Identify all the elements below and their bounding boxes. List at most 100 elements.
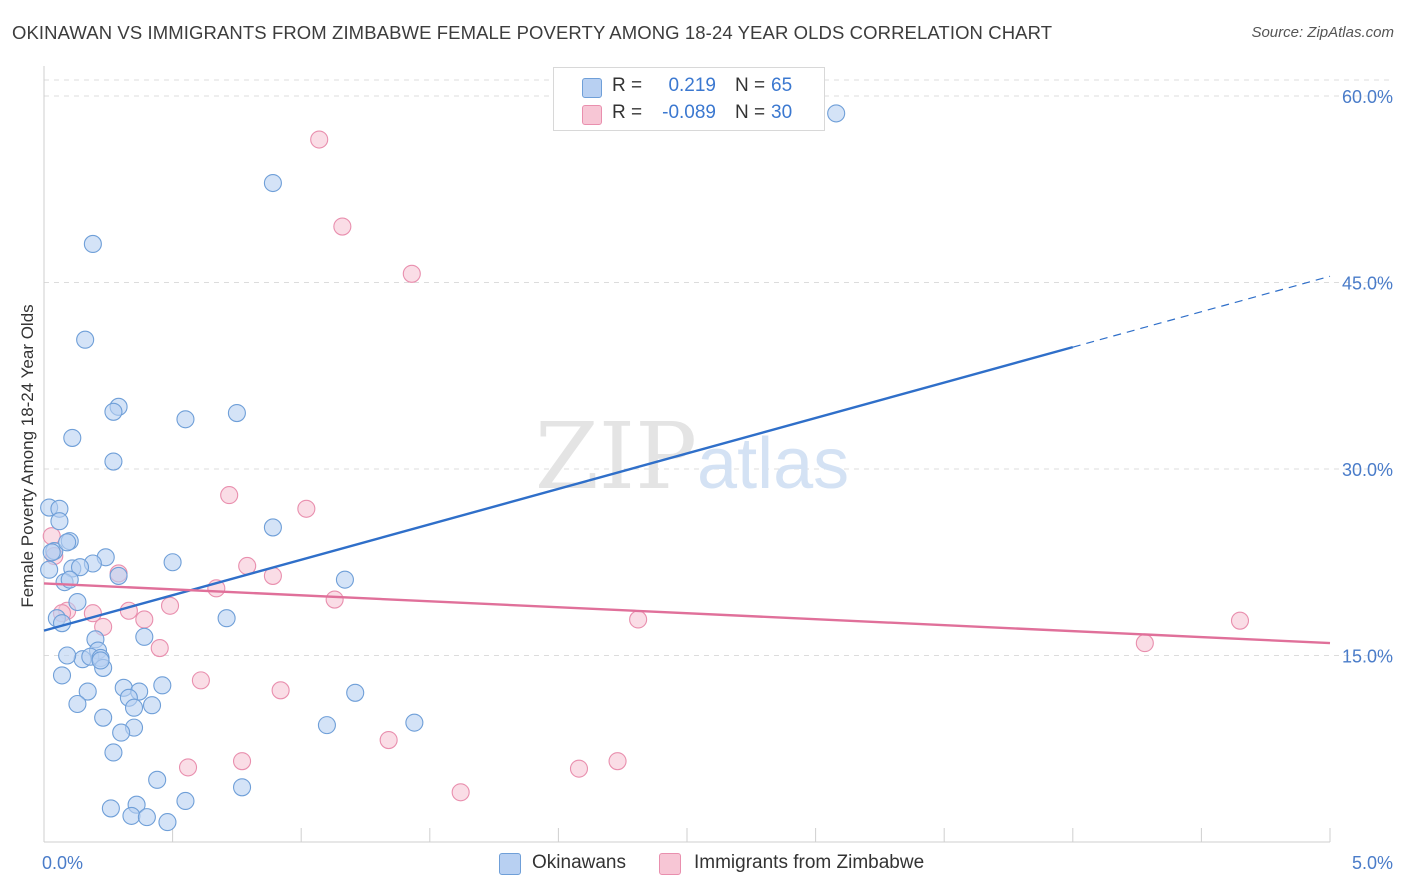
point-okinawan	[76, 330, 95, 349]
legend-r-label: R =	[612, 75, 643, 96]
point-okinawan	[78, 682, 97, 701]
y-tick-label: 30.0%	[1342, 460, 1393, 480]
legend-label: Immigrants from Zimbabwe	[694, 852, 925, 873]
point-zimbabwe	[569, 759, 589, 778]
x-tick-label: 0.0%	[42, 853, 83, 873]
source-credit: Source: ZipAtlas.com	[1251, 24, 1394, 41]
point-zimbabwe	[325, 590, 344, 609]
point-okinawan	[124, 698, 144, 717]
point-zimbabwe	[402, 264, 421, 283]
y-tick-label: 60.0%	[1342, 87, 1393, 107]
point-okinawan	[263, 173, 282, 193]
point-zimbabwe	[191, 671, 210, 690]
legend-row-zimbabwe: R = -0.089 N = 30	[554, 102, 824, 126]
point-okinawan	[68, 694, 87, 714]
point-okinawan	[232, 778, 252, 797]
point-okinawan	[58, 646, 77, 665]
tick-layer: 15.0% 30.0% 45.0% 60.0% 0.0% 5.0%	[42, 87, 1393, 873]
point-zimbabwe	[271, 681, 290, 700]
point-okinawan	[63, 428, 82, 447]
point-zimbabwe	[451, 783, 470, 802]
point-okinawan	[405, 713, 424, 732]
legend-swatch-pink	[582, 105, 602, 125]
point-okinawan	[317, 716, 336, 735]
point-okinawan	[68, 592, 87, 612]
grid-layer	[43, 66, 1392, 843]
legend-n-value: 30	[771, 102, 793, 123]
point-okinawan	[176, 791, 195, 811]
point-zimbabwe	[135, 610, 154, 629]
point-zimbabwe	[310, 130, 329, 149]
point-okinawan	[137, 808, 156, 827]
point-okinawan	[94, 708, 113, 727]
legend-r-label: R =	[612, 102, 643, 123]
point-okinawan	[827, 104, 846, 123]
point-zimbabwe	[160, 596, 180, 615]
point-okinawan	[104, 743, 123, 762]
legend-n-value: 65	[771, 75, 793, 96]
point-okinawan	[335, 570, 354, 589]
point-zimbabwe	[232, 752, 252, 771]
legend-r-value: 0.219	[668, 75, 716, 96]
legend-swatch-blue	[582, 78, 602, 98]
point-okinawan	[101, 799, 120, 818]
legend-swatch-blue	[499, 853, 521, 875]
legend-swatch-pink	[659, 853, 681, 875]
point-okinawan	[104, 402, 123, 421]
point-zimbabwe	[629, 610, 648, 629]
point-okinawan	[227, 403, 246, 423]
point-okinawan	[50, 512, 69, 531]
point-okinawan	[163, 553, 182, 572]
point-zimbabwe	[42, 527, 61, 546]
point-zimbabwe	[608, 752, 627, 771]
watermark-atlas: atlas	[697, 424, 849, 504]
point-okinawan	[217, 609, 236, 628]
point-zimbabwe	[1135, 634, 1154, 653]
legend-r-value: -0.089	[662, 102, 716, 123]
point-okinawan	[58, 533, 77, 552]
point-okinawan	[263, 518, 282, 537]
point-zimbabwe	[1230, 611, 1250, 630]
point-zimbabwe	[379, 730, 398, 750]
point-okinawan	[135, 627, 154, 646]
x-tick-label: 5.0%	[1352, 853, 1393, 873]
y-tick-label: 45.0%	[1342, 274, 1393, 294]
point-okinawan	[112, 723, 131, 742]
point-okinawan	[104, 452, 123, 471]
points-okinawans	[40, 104, 846, 832]
point-okinawan	[109, 566, 128, 585]
point-zimbabwe	[220, 486, 239, 505]
point-okinawan	[83, 234, 102, 254]
y-tick-label: 15.0%	[1342, 647, 1393, 667]
point-okinawan	[158, 813, 177, 832]
trendline-extension	[1072, 275, 1331, 348]
point-okinawan	[40, 560, 59, 579]
point-okinawan	[52, 666, 72, 685]
legend-row-okinawans: R = 0.219 N = 65	[554, 75, 824, 99]
point-okinawan	[142, 696, 162, 715]
point-okinawan	[176, 410, 195, 429]
point-okinawan	[91, 651, 110, 670]
watermark-zip: ZIP	[535, 403, 697, 510]
point-okinawan	[70, 558, 90, 577]
point-okinawan	[148, 770, 167, 789]
point-okinawan	[122, 806, 141, 825]
legend-n-label: N =	[735, 75, 766, 96]
point-okinawan	[153, 676, 172, 695]
chart-title: OKINAWAN VS IMMIGRANTS FROM ZIMBABWE FEM…	[12, 22, 1053, 43]
series-legend: Okinawans Immigrants from Zimbabwe	[0, 852, 1406, 876]
y-axis-label: Female Poverty Among 18-24 Year Olds	[18, 304, 37, 608]
legend-label: Okinawans	[532, 852, 626, 873]
legend-n-label: N =	[735, 102, 766, 123]
trendline-zimbabwe	[43, 582, 1331, 645]
correlation-legend: R = 0.219 N = 65 R = -0.089 N = 30	[553, 67, 825, 131]
point-okinawan	[346, 683, 365, 702]
point-zimbabwe	[297, 499, 316, 518]
point-zimbabwe	[178, 758, 198, 777]
trend-layer	[43, 275, 1331, 645]
point-okinawan	[42, 543, 61, 562]
point-zimbabwe	[150, 638, 169, 658]
trendline-okinawans	[43, 345, 1074, 632]
watermark: ZIPatlas	[535, 403, 849, 510]
